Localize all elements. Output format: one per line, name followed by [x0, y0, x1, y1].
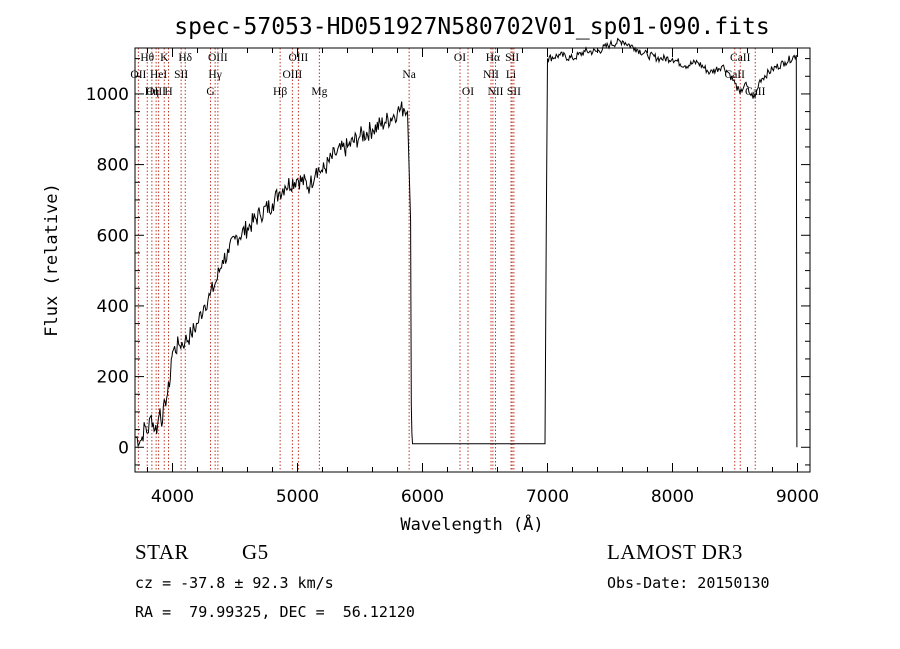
- spectral-line-label: Hθ: [140, 52, 154, 64]
- spectral-line-label: CaII: [725, 69, 746, 81]
- x-tick-label: 9000: [776, 487, 819, 507]
- chart-title: spec-57053-HD051927N580702V01_sp01-090.f…: [174, 14, 769, 40]
- survey-name: LAMOST DR3: [607, 540, 743, 564]
- spectral-line-label: SII: [505, 52, 519, 64]
- redshift-readout: cz = -37.8 ± 92.3 km/s: [135, 574, 334, 592]
- spectral-line-label: Hδ: [178, 52, 192, 64]
- spectral-line-label: OI: [462, 86, 474, 98]
- x-tick-label: 7000: [526, 487, 569, 507]
- coordinates-readout: RA = 79.99325, DEC = 56.12120: [135, 603, 415, 621]
- spectral-line-label: NII: [483, 69, 499, 81]
- spectral-line-label: SII: [507, 86, 521, 98]
- spectral-line-label: CaII: [730, 52, 751, 64]
- spectral-line-label: OIII: [282, 69, 302, 81]
- spectral-line-label: Li: [506, 69, 516, 81]
- spectral-line-label: SII: [174, 69, 188, 81]
- x-axis-ticks: 4000 5000 6000 7000 8000 9000: [147, 48, 819, 507]
- x-tick-label: 5000: [276, 487, 319, 507]
- spectral-line-label: H: [164, 86, 172, 98]
- spectral-line-label: Mg: [311, 86, 327, 98]
- y-axis-label: Flux (relative): [42, 183, 62, 337]
- object-class: STAR: [135, 540, 189, 564]
- spectral-line-label: Hα: [486, 52, 500, 64]
- spectral-line-label: NII: [488, 86, 504, 98]
- spectral-line-label: OIII: [146, 86, 166, 98]
- spectral-line-label: Na: [402, 69, 415, 81]
- x-tick-label: 4000: [151, 487, 194, 507]
- spectral-line-label: Hη: [145, 86, 159, 98]
- y-tick-label: 600: [97, 226, 129, 246]
- y-tick-label: 1000: [86, 85, 129, 105]
- x-axis-label: Wavelength (Å): [400, 513, 543, 535]
- x-tick-label: 6000: [401, 487, 444, 507]
- spectral-line-label: Hβ: [273, 86, 287, 98]
- spectral-line-markers: [137, 48, 756, 472]
- y-axis-ticks: 0 200 400 600 800 1000: [86, 58, 810, 466]
- spectral-line-label: K: [160, 52, 169, 64]
- spectral-line-label: OI: [454, 52, 466, 64]
- spectral-line-label: OIII: [288, 52, 308, 64]
- y-tick-label: 800: [97, 156, 129, 176]
- y-tick-label: 400: [97, 297, 129, 317]
- plot-frame: [134, 47, 811, 473]
- spectrum-series: [134, 37, 798, 448]
- object-subclass: G5: [242, 540, 269, 564]
- observation-date: Obs-Date: 20150130: [607, 574, 770, 592]
- spectral-line-label: G: [206, 86, 214, 98]
- spectral-line-label: OIII: [208, 52, 228, 64]
- y-tick-label: 0: [118, 438, 129, 458]
- x-tick-label: 8000: [651, 487, 694, 507]
- spectral-line-label: Hγ: [208, 69, 221, 81]
- y-tick-label: 200: [97, 368, 129, 388]
- spectral-line-label: OII: [130, 69, 146, 81]
- spectral-line-label: HeI: [150, 69, 167, 81]
